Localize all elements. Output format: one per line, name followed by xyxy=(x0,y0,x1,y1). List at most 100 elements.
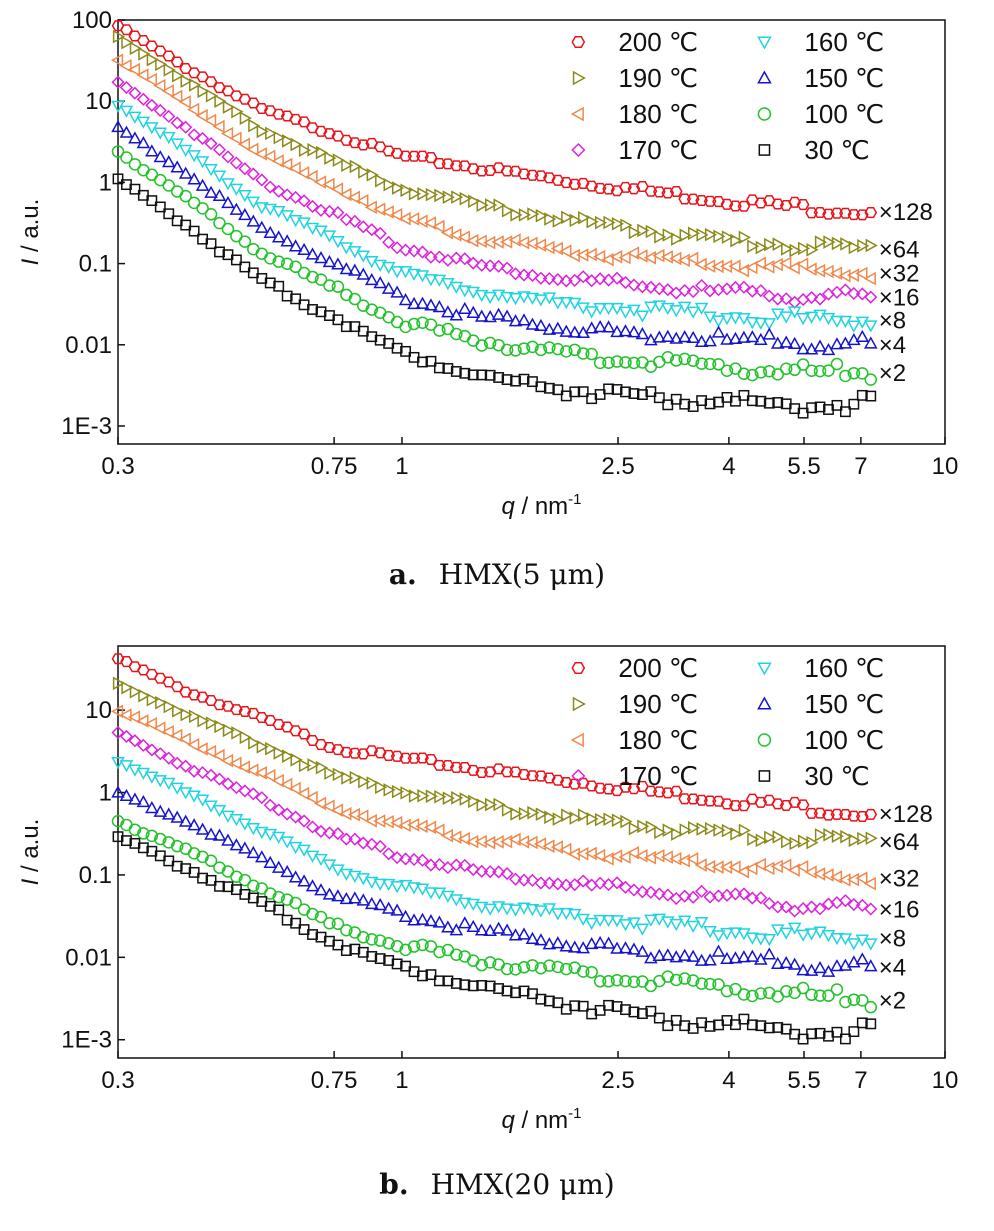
chart-a-data-point xyxy=(730,395,741,407)
chart-b-data-point xyxy=(451,791,464,805)
chart-a-xtick-label: 1 xyxy=(395,453,408,480)
chart-a-data-point xyxy=(821,264,834,279)
chart-b-data-point xyxy=(762,861,775,876)
chart-a-data-point xyxy=(112,173,124,185)
chart-a-data-point xyxy=(576,270,590,284)
chart-b-data-point xyxy=(442,791,455,805)
chart-b-data-point xyxy=(339,832,353,846)
chart-b-data-point xyxy=(678,793,692,805)
chart-b-data-point xyxy=(391,958,403,970)
chart-b-data-point xyxy=(696,822,709,836)
chart-panel-b: 0.3 0.75 1 2.5 4 5.5 7 10 1E-3 0.01 0.1 1 10 q / nm-1… xyxy=(0,616,994,1231)
chart-a-data-point xyxy=(796,342,810,355)
chart-a-data-point xyxy=(508,292,523,306)
chart-b-xtick-label: 10 xyxy=(932,1067,959,1094)
chart-b-data-point xyxy=(677,948,692,961)
chart-b-data-point xyxy=(864,902,878,916)
chart-a-data-point xyxy=(517,291,531,304)
chart-a-data-point xyxy=(229,202,244,215)
chart-a-data-point xyxy=(195,108,208,123)
chart-a-series-1 xyxy=(112,29,878,258)
chart-a-data-point xyxy=(288,215,303,228)
chart-b-legend-marker xyxy=(571,768,586,784)
chart-a-data-point xyxy=(450,366,462,377)
chart-b-data-point xyxy=(779,799,793,811)
chart-b-ytick-label: 1 xyxy=(99,780,112,807)
chart-a-data-point xyxy=(348,263,362,276)
chart-b-data-point xyxy=(593,876,607,890)
chart-a-data-point xyxy=(627,325,641,338)
chart-a-data-point xyxy=(307,143,320,157)
chart-a-data-point xyxy=(180,219,192,231)
chart-b-data-point xyxy=(468,794,481,809)
chart-b-data-point xyxy=(755,833,768,848)
chart-b-data-point xyxy=(703,795,717,807)
chart-a-data-point xyxy=(779,292,793,306)
chart-b-data-point xyxy=(290,917,302,929)
chart-a-data-point xyxy=(551,342,565,356)
chart-b-data-point xyxy=(474,923,489,936)
chart-b-data-point xyxy=(416,752,429,764)
chart-b-data-point xyxy=(424,887,438,900)
chart-a-data-point xyxy=(855,287,869,301)
chart-a-data-point xyxy=(119,80,134,95)
chart-b-data-point xyxy=(280,807,294,821)
chart-a-data-point xyxy=(263,225,278,239)
chart-a-data-point xyxy=(703,334,717,347)
chart-a-data-point xyxy=(271,154,284,168)
chart-b-multiplier-label: ×64 xyxy=(879,829,920,856)
chart-a-data-point xyxy=(205,88,219,103)
chart-a-data-point xyxy=(601,252,614,267)
chart-a-data-point xyxy=(238,162,252,176)
chart-a-data-point xyxy=(736,263,750,278)
chart-a-data-point xyxy=(187,172,201,185)
chart-b-data-point xyxy=(721,823,735,838)
chart-a-data-point xyxy=(432,250,446,264)
chart-b-data-point xyxy=(593,782,607,794)
chart-b-data-point xyxy=(576,777,590,789)
chart-a-x-axis-label: q / nm-1 xyxy=(501,491,581,520)
chart-b-data-point xyxy=(687,1022,699,1034)
chart-a-data-point xyxy=(449,308,464,321)
chart-b-data-point xyxy=(230,704,243,716)
chart-a-data-point xyxy=(289,113,302,125)
chart-b-data-point xyxy=(222,881,234,893)
chart-b-data-point xyxy=(407,940,421,953)
chart-b-data-point xyxy=(543,772,556,784)
chart-a-data-point xyxy=(187,128,201,142)
chart-b-data-point xyxy=(188,866,200,878)
chart-a-data-point xyxy=(433,158,446,170)
chart-a-data-point xyxy=(644,360,658,373)
chart-a-data-point xyxy=(847,332,861,346)
chart-b-data-point xyxy=(585,780,599,792)
chart-a-data-point xyxy=(137,163,150,177)
chart-a-data-point xyxy=(483,291,497,305)
chart-a-data-point xyxy=(610,302,624,316)
chart-b-data-point xyxy=(282,749,295,763)
chart-b-data-point xyxy=(111,725,125,740)
chart-b-data-point xyxy=(449,858,463,872)
chart-a-data-point xyxy=(263,149,276,164)
chart-a-data-point xyxy=(754,366,768,379)
chart-a-data-point xyxy=(533,238,547,252)
chart-b-data-point xyxy=(340,746,353,758)
chart-a-data-point xyxy=(272,184,286,198)
chart-b-data-point xyxy=(314,910,328,924)
chart-b-data-point xyxy=(273,904,285,916)
chart-b-data-point xyxy=(855,952,870,965)
chart-b-data-point xyxy=(314,739,328,751)
chart-b-data-point xyxy=(645,820,658,834)
chart-a-data-point xyxy=(517,168,531,180)
chart-a-data-point xyxy=(314,273,328,286)
chart-b-data-point xyxy=(552,997,564,1009)
chart-a-legend-label: 100 ℃ xyxy=(804,99,884,129)
chart-b-legend-marker xyxy=(757,733,772,747)
chart-a-data-point xyxy=(163,63,176,77)
chart-a-data-point xyxy=(779,362,793,375)
chart-a-data-point xyxy=(180,74,193,88)
chart-b-data-point xyxy=(618,880,633,894)
chart-b-data-point xyxy=(653,974,666,988)
chart-b-ytick-label: 0.01 xyxy=(65,944,112,971)
chart-b-data-point xyxy=(178,732,191,746)
chart-a-data-point xyxy=(322,204,337,218)
